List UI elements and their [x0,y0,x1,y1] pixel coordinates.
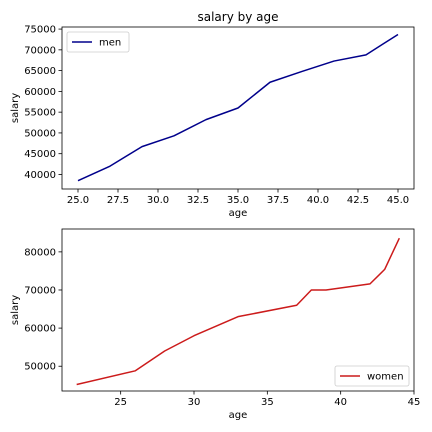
top-y-tick-label: 55000 [24,108,56,119]
top-x-axis-label: age [229,208,248,219]
men-legend-label: men [99,38,121,49]
top-x-tick-label: 35.0 [227,195,249,206]
bottom-legend: women [334,365,410,387]
bottom-chart: 25 30 35 40 45 50000 60000 70000 80000 age salary w… [10,228,421,421]
top-x-tick-label: 32.5 [187,195,209,206]
top-y-axis-label: salary [10,93,21,123]
bottom-axes-frame [61,228,415,392]
top-legend-box [66,31,130,53]
men-series-line [77,33,399,182]
bottom-y-tick-label: 80000 [24,247,56,258]
top-chart-title: salary by age [197,10,278,24]
bottom-y-tick-label: 60000 [24,324,56,335]
top-y-tick-label: 45000 [24,149,56,160]
top-x-tick-label: 40.0 [307,195,329,206]
top-legend: men [66,31,130,53]
bottom-x-axis-label: age [229,410,248,421]
bottom-legend-box [334,365,410,387]
top-x-tick-label: 30.0 [147,195,169,206]
women-series-line [76,237,401,386]
top-y-tick-label: 50000 [24,128,56,139]
top-x-tick-label: 25.0 [67,195,89,206]
top-x-tick-label: 27.5 [107,195,129,206]
top-y-tick-label: 65000 [24,66,56,77]
bottom-x-tick-label: 30 [188,397,201,408]
top-x-tick-label: 42.5 [347,195,369,206]
bottom-y-tick-label: 70000 [24,285,56,296]
top-x-tick-label: 45.0 [387,195,409,206]
bottom-x-tick-label: 25 [114,397,127,408]
top-x-tick-label: 37.5 [267,195,289,206]
bottom-y-tick-label: 50000 [24,362,56,373]
top-y-tick-label: 60000 [24,87,56,98]
top-y-tick-label: 40000 [24,170,56,181]
bottom-x-tick-label: 45 [408,397,421,408]
women-legend-label: women [367,372,404,383]
top-y-tick-label: 75000 [24,25,56,36]
bottom-x-tick-label: 35 [261,397,274,408]
top-chart: 25.0 27.5 30.0 32.5 35.0 37.5 40.0 42.5 45.0 4000… [10,10,415,219]
bottom-x-tick-label: 40 [334,397,347,408]
bottom-y-axis-label: salary [10,295,21,325]
top-y-tick-label: 70000 [24,45,56,56]
